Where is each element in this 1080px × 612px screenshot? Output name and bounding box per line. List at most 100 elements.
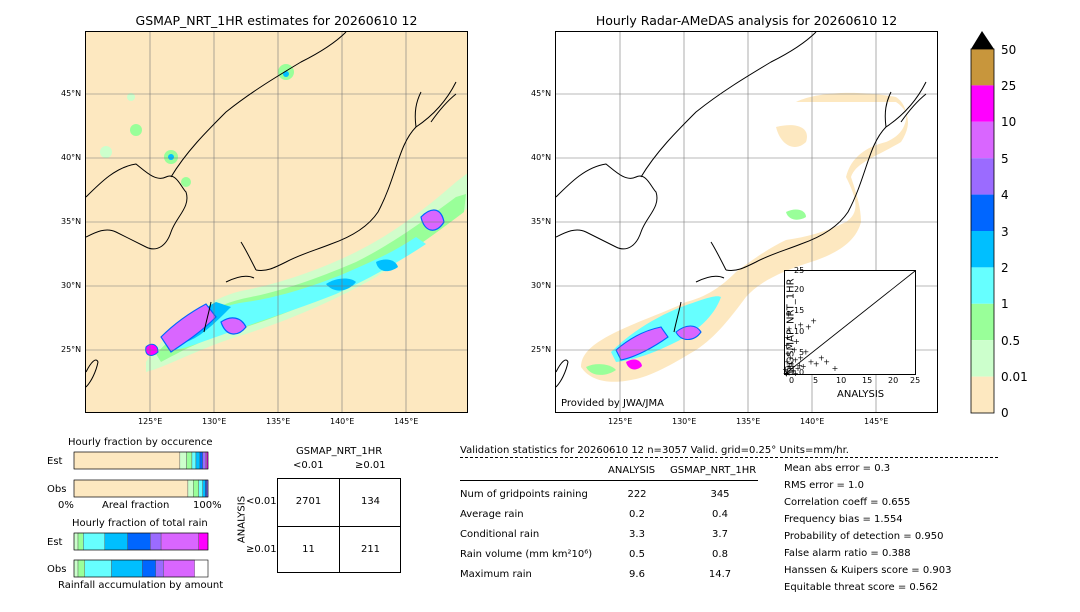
fraction-bar-frame (73, 451, 209, 470)
contingency-title: GSMAP_NRT_1HR (296, 446, 383, 457)
fraction-segment (73, 559, 79, 578)
scatter-point: + (813, 360, 820, 369)
scatter-xtick: 25 (910, 376, 921, 385)
occurrence-axis-left: 0% (58, 500, 74, 511)
stat-gsmap: 345 (710, 489, 730, 500)
contingency-row-ge: ≥0.01 (246, 544, 277, 555)
scatter-point: + (797, 321, 804, 330)
occurrence-title: Hourly fraction by occurence (68, 437, 213, 448)
left-lat-tick: 40°N (61, 153, 82, 162)
right-lon-tick: 125°E (608, 417, 633, 426)
left-lon-tick: 135°E (266, 417, 291, 426)
total-rain-title: Hourly fraction of total rain (72, 518, 208, 529)
colorbar-label: 4 (1001, 188, 1009, 202)
scatter-xtick: 15 (862, 376, 873, 385)
right-map: + + + + + + + + + + + + + + + + + + + + + + + + + + + + + + + + + + + + (555, 31, 938, 413)
scatter-point: + (783, 370, 790, 379)
scatter-canvas: +++++++++++++++++++++++++ +++++++ ++++ (782, 270, 916, 379)
total-rain-obs-label: Obs (47, 564, 67, 575)
fraction-segment (77, 532, 84, 551)
scatter-xtick: 20 (888, 376, 899, 385)
stat-analysis: 9.6 (629, 569, 645, 580)
left-lon-tick: 145°E (394, 417, 419, 426)
validation-header: Validation statistics for 20260610 12 n=… (460, 445, 849, 456)
colorbar-label: 10 (1001, 115, 1017, 129)
fraction-segment (155, 559, 164, 578)
scatter-point: + (784, 333, 791, 342)
colorbar-label: 0 (1001, 406, 1009, 420)
occurrence-obs-label: Obs (47, 484, 67, 495)
contingency-col-lt: <0.01 (293, 460, 324, 471)
colorbar-label: 25 (1001, 79, 1017, 93)
fraction-segment (127, 532, 151, 551)
score-line: Mean abs error = 0.3 (784, 463, 891, 474)
scatter-point: + (818, 354, 825, 363)
fraction-segment (142, 559, 156, 578)
colorbar-label: 5 (1001, 152, 1009, 166)
scatter-point: + (805, 323, 812, 332)
score-line: Frequency bias = 1.554 (784, 514, 903, 525)
right-lon-tick: 145°E (864, 417, 889, 426)
scatter-point: + (789, 362, 796, 371)
score-line: Probability of detection = 0.950 (784, 531, 944, 542)
score-line: RMS error = 1.0 (784, 480, 864, 491)
stat-label: Num of gridpoints raining (460, 489, 588, 500)
scatter-point: + (782, 365, 789, 374)
scatter-xtick: 0 (789, 376, 795, 385)
colorbar-label: 0.01 (1001, 370, 1028, 384)
scatter-ytick: 25 (794, 266, 805, 275)
stat-label: Average rain (460, 509, 524, 520)
total-rain-est-label: Est (47, 537, 63, 548)
fraction-segment (198, 532, 209, 551)
stat-analysis: 222 (627, 489, 647, 500)
scatter-diagonal (784, 270, 916, 375)
left-map-canvas (86, 32, 467, 412)
left-lat-tick: 30°N (61, 281, 82, 290)
score-line: Hanssen & Kuipers score = 0.903 (784, 565, 952, 576)
scatter-point: + (787, 354, 794, 363)
scatter-point: + (788, 360, 795, 369)
stat-gsmap: 0.4 (712, 509, 728, 520)
score-line: Correlation coeff = 0.655 (784, 497, 911, 508)
left-map-title: GSMAP_NRT_1HR estimates for 20260610 12 (135, 13, 418, 28)
colorbar-label: 50 (1001, 43, 1017, 57)
scatter-point: + (800, 362, 807, 371)
scatter-xtick: 5 (813, 376, 819, 385)
stat-gsmap: 0.8 (712, 549, 728, 560)
score-line: False alarm ratio = 0.388 (784, 548, 911, 559)
fraction-segment (111, 559, 143, 578)
scatter-point: + (784, 358, 791, 367)
left-lat-tick: 45°N (61, 89, 82, 98)
radar-credit: Provided by JWA/JMA (561, 398, 664, 409)
stat-analysis: 0.2 (629, 509, 645, 520)
fraction-segment (84, 559, 112, 578)
scatter-point: + (790, 366, 797, 375)
scatter-point: + (786, 368, 793, 377)
fraction-segment (160, 532, 199, 551)
colorbar-label: 2 (1001, 261, 1009, 275)
stat-analysis: 0.5 (629, 549, 645, 560)
stat-label: Rain volume (mm km²10⁶) (460, 549, 593, 560)
fraction-segment (163, 559, 195, 578)
scatter-point: + (792, 369, 799, 378)
validation-col-analysis: ANALYSIS (608, 465, 656, 476)
scatter-ytick: 5 (799, 348, 805, 357)
contingency-cell: 211 (360, 544, 381, 555)
right-map-canvas (556, 32, 937, 412)
scatter-point: + (785, 309, 792, 318)
contingency-col-ge: ≥0.01 (355, 460, 386, 471)
fraction-bar-frame (73, 532, 209, 551)
left-lon-tick: 140°E (330, 417, 355, 426)
occurrence-axis-label: Areal fraction (102, 500, 170, 511)
stat-gsmap: 14.7 (708, 569, 732, 580)
fraction-bar-frame (73, 479, 209, 498)
scatter-point: + (802, 347, 809, 356)
scatter-point: + (795, 364, 802, 373)
occurrence-est-label: Est (47, 456, 63, 467)
left-map (85, 31, 468, 413)
scatter-point: + (785, 349, 792, 358)
fraction-segment (77, 559, 85, 578)
scatter-point: + (783, 369, 790, 378)
scatter-point: + (787, 364, 794, 373)
stat-analysis: 3.3 (629, 529, 645, 540)
